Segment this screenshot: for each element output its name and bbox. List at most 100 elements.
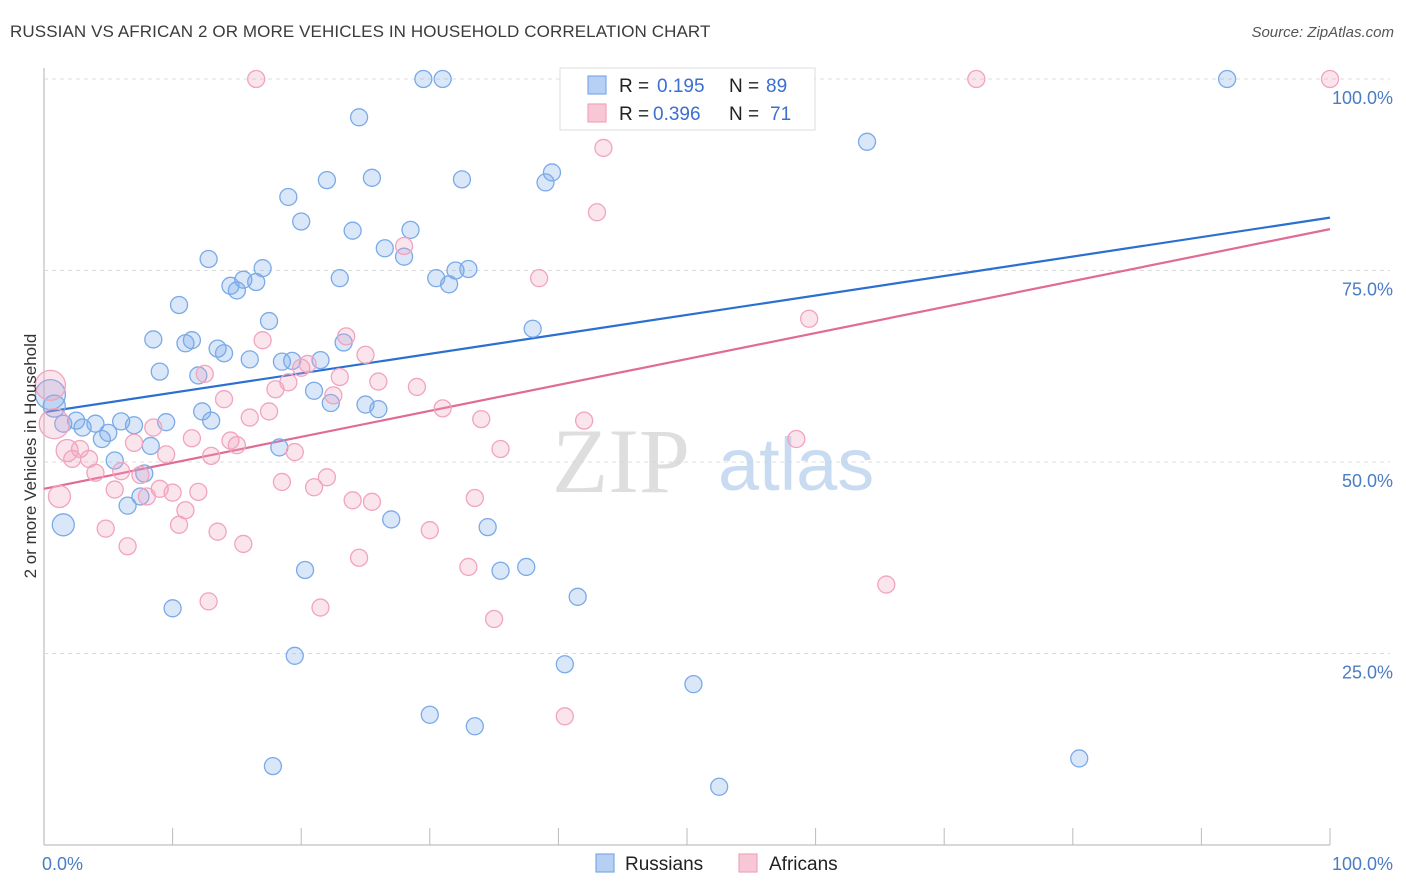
source-label: Source: ZipAtlas.com xyxy=(1251,24,1394,41)
series-legend: Russians Africans xyxy=(595,853,838,875)
legend-n-label-russians: N = xyxy=(729,76,759,97)
africans-point xyxy=(529,269,549,288)
russians-point xyxy=(394,247,414,266)
africans-point xyxy=(877,575,896,594)
series-legend-label-russians: Russians xyxy=(625,854,703,875)
africans-point xyxy=(189,482,208,502)
russians-point xyxy=(214,344,234,363)
russians-point xyxy=(227,281,247,300)
russians-point xyxy=(285,646,304,665)
y-tick-label: 25.0% xyxy=(1342,663,1393,683)
africans-point xyxy=(227,435,247,455)
africans-point xyxy=(491,439,510,459)
legend-r-value-russians: 0.195 xyxy=(657,76,705,97)
russians-point xyxy=(420,705,439,724)
russians-point xyxy=(259,311,279,331)
russians-point xyxy=(295,560,315,580)
russians-point xyxy=(568,587,587,606)
russians-points xyxy=(34,69,1237,796)
russians-point xyxy=(401,220,420,240)
africans-point xyxy=(163,483,182,502)
africans-point xyxy=(34,369,67,402)
russians-point xyxy=(51,513,75,537)
africans-point xyxy=(247,69,266,89)
legend-n-label-africans: N = xyxy=(729,104,759,125)
russians-point xyxy=(150,362,169,381)
russians-point xyxy=(491,561,510,580)
russians-point xyxy=(124,416,144,435)
russians-point xyxy=(433,69,452,89)
legend-r-label-russians: R = xyxy=(619,76,649,97)
watermark: ZIP atlas xyxy=(552,410,874,512)
legend-r-label-africans: R = xyxy=(619,104,649,125)
russians-point xyxy=(555,655,574,674)
russians-point xyxy=(199,249,218,269)
africans-point xyxy=(202,446,221,466)
russians-point xyxy=(105,451,124,470)
africans-point xyxy=(472,409,491,429)
africans-point xyxy=(304,478,324,497)
russians-point xyxy=(189,366,208,385)
russians-point xyxy=(141,436,160,456)
africans-point xyxy=(324,386,343,405)
legend-r-value-africans: 0.396 xyxy=(653,104,701,125)
russians-point xyxy=(270,438,289,457)
russians-point xyxy=(343,221,362,240)
russians-point xyxy=(536,173,555,192)
africans-point xyxy=(369,372,388,391)
africans-point xyxy=(105,480,124,499)
africans-point xyxy=(356,345,375,364)
russians-point xyxy=(240,350,259,369)
y-tick-label: 50.0% xyxy=(1342,471,1393,491)
africans-point xyxy=(199,592,218,611)
russians-point xyxy=(1217,69,1237,89)
africans-point xyxy=(96,519,115,538)
russians-point xyxy=(118,496,137,515)
russians-point xyxy=(67,411,86,430)
russians-point xyxy=(317,170,337,190)
africans-points xyxy=(34,69,1340,726)
russians-point xyxy=(382,510,401,529)
africans-point xyxy=(112,462,131,481)
russians-point xyxy=(144,330,163,349)
x-ticks xyxy=(172,828,1331,845)
chart-title: RUSSIAN VS AFRICAN 2 OR MORE VEHICLES IN… xyxy=(10,22,711,41)
series-legend-label-africans: Africans xyxy=(769,854,838,875)
russians-point xyxy=(362,168,382,187)
russians-point xyxy=(330,269,349,288)
russians-point xyxy=(414,69,433,89)
y-tick-labels: 25.0% 50.0% 75.0% 100.0% xyxy=(1332,88,1393,683)
russians-point xyxy=(131,487,150,506)
africans-point xyxy=(484,609,504,629)
russians-point xyxy=(99,423,118,443)
y-tick-label: 100.0% xyxy=(1332,88,1393,108)
russians-point xyxy=(684,674,703,694)
africans-point xyxy=(279,373,298,392)
russians-point xyxy=(182,331,202,350)
russians-point xyxy=(292,212,311,231)
africans-point xyxy=(124,433,144,453)
stats-legend: R = 0.195 N = 89 R = 0.396 N = 71 xyxy=(559,67,816,131)
legend-n-value-africans: 71 xyxy=(770,104,791,125)
russians-point xyxy=(1070,749,1089,768)
trendlines xyxy=(43,216,1331,490)
africans-point xyxy=(195,364,214,384)
africans-point xyxy=(407,377,427,397)
africans-point xyxy=(144,418,163,437)
africans-point xyxy=(574,411,594,430)
africans-point xyxy=(118,537,137,556)
africans-point xyxy=(1320,69,1340,89)
africans-point xyxy=(555,707,574,726)
africans-point xyxy=(253,331,272,350)
africans-point xyxy=(234,534,253,554)
russians-point xyxy=(349,108,369,127)
africans-point xyxy=(259,402,279,421)
y-tick-label: 75.0% xyxy=(1342,280,1393,300)
africans-point xyxy=(157,445,176,464)
africans-point xyxy=(420,521,439,540)
africans-point xyxy=(285,442,304,462)
russians-point xyxy=(465,717,484,736)
russians-point xyxy=(279,187,298,207)
russians-point xyxy=(253,259,272,278)
